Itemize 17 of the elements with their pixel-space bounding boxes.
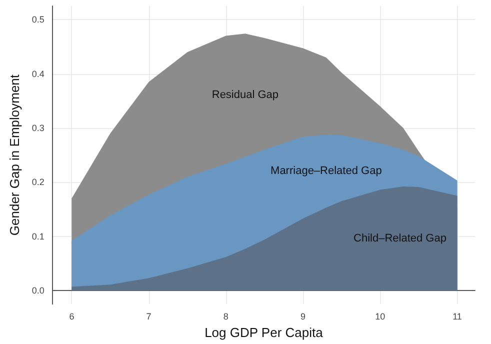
x-axis-title: Log GDP Per Capita xyxy=(204,325,324,340)
y-tick-label: 0.4 xyxy=(32,68,44,79)
y-tick-label: 0.3 xyxy=(32,122,44,133)
x-tick-label: 11 xyxy=(452,312,462,322)
y-tick-label: 0.2 xyxy=(32,177,44,188)
y-tick-label: 0.5 xyxy=(32,14,44,25)
x-tick-label: 6 xyxy=(69,312,74,322)
series-label: Residual Gap xyxy=(212,89,279,102)
y-tick-label: 0.0 xyxy=(32,286,44,296)
y-axis-title: Gender Gap in Employment xyxy=(7,74,22,236)
x-tick-label: 10 xyxy=(375,312,386,322)
series-label: Marriage–Related Gap xyxy=(270,165,382,178)
series-label: Child–Related Gap xyxy=(354,232,446,245)
x-tick-label: 9 xyxy=(300,312,306,322)
y-tick-label: 0.1 xyxy=(32,231,44,242)
x-tick-label: 8 xyxy=(223,312,228,322)
x-tick-label: 7 xyxy=(146,312,152,322)
